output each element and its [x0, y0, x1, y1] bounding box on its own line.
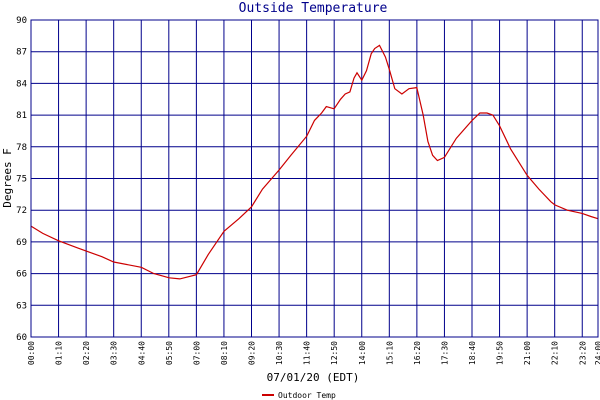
y-tick-label: 60	[16, 333, 27, 343]
x-tick-label: 11:40	[303, 341, 312, 365]
legend: Outdoor Temp	[262, 391, 336, 400]
y-tick-label: 87	[16, 48, 27, 58]
x-tick-label: 15:10	[385, 341, 394, 365]
chart-title: Outside Temperature	[239, 1, 388, 16]
y-tick-label: 75	[16, 175, 27, 185]
y-tick-label: 78	[16, 143, 27, 153]
x-tick-label: 02:20	[82, 341, 91, 365]
x-tick-labels: 00:00 01:10 02:20 03:30 04:40 05:50 07:00 08:10…	[27, 341, 600, 365]
x-tick-label: 03:30	[110, 341, 119, 365]
y-tick-label: 63	[16, 301, 27, 311]
y-axis-label: Degrees F	[1, 148, 14, 208]
plot-border	[30, 19, 599, 338]
x-tick-label: 00:00	[27, 341, 36, 365]
x-tick-label: 09:20	[248, 341, 257, 365]
x-tick-label: 01:10	[55, 341, 64, 365]
x-tick-label: 05:50	[165, 341, 174, 365]
y-tick-labels: 60 63 66 69 72 75 78 81 84 87 90	[16, 16, 27, 343]
y-tick-label: 84	[16, 79, 27, 89]
x-tick-label: 17:30	[440, 341, 449, 365]
x-tick-label: 14:00	[358, 341, 367, 365]
y-tick-label: 72	[16, 206, 27, 216]
series-line-outdoor-temp	[30, 44, 599, 280]
x-tick-label: 19:50	[496, 341, 505, 365]
x-axis-label: 07/01/20 (EDT)	[267, 371, 360, 384]
x-tick-label: 04:40	[137, 341, 146, 365]
x-tick-label: 16:20	[413, 341, 422, 365]
x-tick-label: 23:20	[578, 341, 587, 365]
legend-label: Outdoor Temp	[278, 391, 336, 400]
x-tick-label: 21:00	[523, 341, 532, 365]
y-tick-label: 81	[16, 111, 27, 121]
x-tick-label: 07:00	[192, 341, 201, 365]
plot-grid	[30, 19, 599, 338]
x-tick-label: 10:30	[275, 341, 284, 365]
y-tick-label: 66	[16, 270, 27, 280]
x-tick-label: 08:10	[220, 341, 229, 365]
x-tick-label: 18:40	[468, 341, 477, 365]
y-tick-label: 69	[16, 238, 27, 248]
x-tick-label: 22:10	[551, 341, 560, 365]
x-tick-label: 24:00	[594, 341, 600, 365]
x-tick-label: 12:50	[330, 341, 339, 365]
y-tick-label: 90	[16, 16, 27, 26]
